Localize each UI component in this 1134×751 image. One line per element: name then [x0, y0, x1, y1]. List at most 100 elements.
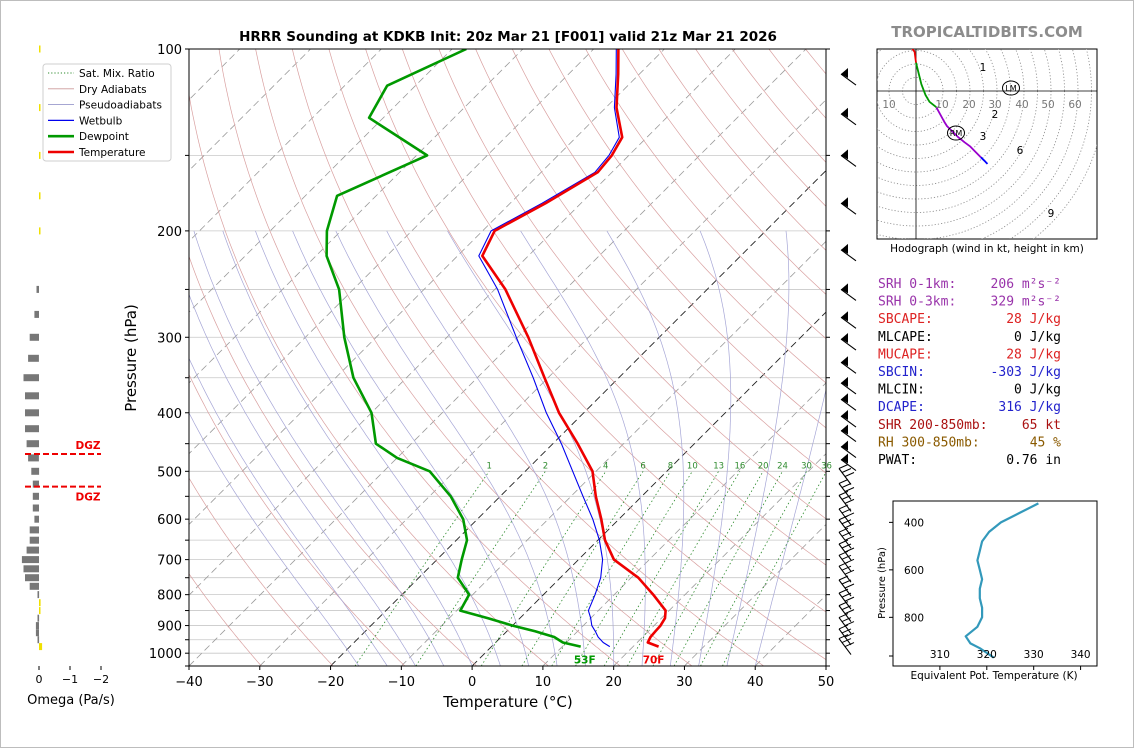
omega-bar: [32, 504, 39, 512]
barb-flag: [841, 393, 848, 404]
index-value: 28 J/kg: [1006, 347, 1061, 362]
omega-bar: [28, 454, 39, 462]
omega-bar: [39, 151, 41, 159]
wind-barb: [840, 283, 857, 301]
x-tick-label: 40: [747, 675, 764, 690]
barb-staff: [840, 415, 857, 428]
omega-axis-label: Omega (Pa/s): [27, 693, 115, 708]
mixing-ratio-label: 8: [668, 461, 673, 471]
mixing-ratio-line: [521, 471, 644, 666]
barb-feather: [838, 601, 849, 607]
mixing-ratio-line: [722, 471, 826, 666]
barb-staff: [840, 382, 857, 395]
index-row: DCAPE: 316 J/kg: [878, 400, 1061, 415]
omega-bar: [36, 285, 39, 293]
barb-feather: [844, 596, 855, 602]
barb-feather: [838, 588, 849, 594]
barb-feather: [844, 535, 855, 541]
wind-barb: [838, 575, 855, 597]
severe-indices-table: SRH 0-1km: 206 m²s⁻² SRH 0-3km: 329 m²s⁻² SB…: [878, 277, 1061, 468]
barb-feather: [841, 543, 852, 549]
brand-watermark: TROPICALTIDBITS.COM: [891, 23, 1083, 41]
wind-barb: [838, 539, 855, 561]
legend-label: Wetbulb: [79, 115, 123, 127]
isotherm-line: [189, 49, 736, 596]
omega-bar: [21, 556, 39, 564]
index-label: SRH 0-3km:: [878, 295, 956, 310]
theta-e-x-tick-label: 330: [1024, 649, 1044, 661]
legend-label: Pseudoadiabats: [79, 100, 162, 112]
mixing-ratio-label: 2: [543, 461, 548, 471]
barb-feather: [838, 515, 849, 521]
legend-label: Dewpoint: [79, 131, 129, 143]
index-row: MLCIN: 0 J/kg: [878, 383, 1061, 398]
omega-bar: [34, 310, 39, 318]
omega-bar: [25, 425, 39, 433]
wind-barb: [840, 311, 857, 329]
barb-feather: [841, 579, 852, 585]
wind-barb: [838, 527, 855, 549]
barb-feather: [844, 642, 855, 648]
hodograph-caption: Hodograph (wind in kt, height in km): [890, 243, 1084, 255]
barb-feather: [844, 547, 855, 553]
omega-bar: [25, 392, 39, 400]
pseudoadiabat-line: [726, 230, 790, 666]
barb-feather: [838, 613, 849, 619]
hodograph-trace: [935, 106, 982, 158]
hodograph-height-label: 1: [980, 62, 987, 74]
dry-adiabat-line: [1099, 49, 1133, 666]
barb-flag: [841, 311, 848, 322]
pseudoadiabat-line: [189, 412, 360, 666]
barb-feather: [844, 583, 855, 589]
mixing-ratio-label: 6: [640, 461, 645, 471]
y-tick-label: 900: [157, 620, 182, 635]
index-label: SBCIN:: [878, 365, 925, 380]
omega-bar: [26, 546, 39, 554]
barb-staff: [840, 73, 857, 86]
barb-staff: [840, 361, 857, 374]
barb-feather: [841, 519, 852, 525]
theta-e-x-axis-label: Equivalent Pot. Temperature (K): [910, 670, 1077, 682]
barb-flag: [841, 356, 848, 367]
x-tick-label: 30: [676, 675, 693, 690]
barb-flag: [841, 243, 848, 254]
mixing-ratio-label: 36: [821, 461, 832, 471]
wetbulb-profile-line: [478, 49, 620, 648]
omega-bar: [37, 636, 40, 644]
barb-staff: [840, 202, 857, 215]
index-row: SRH 0-3km: 329 m²s⁻²: [878, 295, 1061, 310]
pseudoadiabat-line: [222, 230, 473, 666]
isotherm-line: [1, 49, 27, 666]
dry-adiabat-line: [438, 49, 826, 520]
index-value: 329 m²s⁻²: [991, 295, 1061, 310]
y-tick-label: 700: [157, 554, 182, 569]
index-value: 65 kt: [1022, 418, 1061, 433]
barb-flag: [841, 424, 848, 435]
barb-staff: [840, 113, 857, 126]
barb-feather: [844, 632, 855, 638]
x-tick-label: −30: [246, 675, 273, 690]
x-tick-label: 20: [605, 675, 622, 690]
index-row: MLCAPE: 0 J/kg: [878, 330, 1061, 345]
barb-flag: [841, 333, 848, 344]
barb-feather: [841, 617, 852, 623]
theta-e-y-tick-label: 800: [904, 612, 924, 624]
skewt-y-axis-label: Pressure (hPa): [122, 304, 140, 412]
wind-barb: [838, 515, 855, 537]
barb-flag: [841, 440, 848, 451]
omega-bar: [39, 227, 41, 235]
barb-feather: [844, 487, 855, 492]
omega-bar: [39, 45, 41, 53]
isotherm-line: [189, 49, 594, 455]
barb-feather: [841, 508, 852, 514]
barb-feather: [838, 624, 849, 630]
barb-feather: [841, 605, 852, 611]
barb-staff: [840, 459, 857, 471]
omega-tick-label: −2: [93, 673, 109, 686]
omega-bar: [25, 409, 39, 417]
dry-adiabat-line: [189, 255, 477, 666]
legend-label: Dry Adiabats: [79, 84, 147, 96]
omega-bar: [28, 354, 39, 362]
omega-bar: [29, 526, 39, 534]
pseudoadiabat-line: [386, 230, 586, 666]
